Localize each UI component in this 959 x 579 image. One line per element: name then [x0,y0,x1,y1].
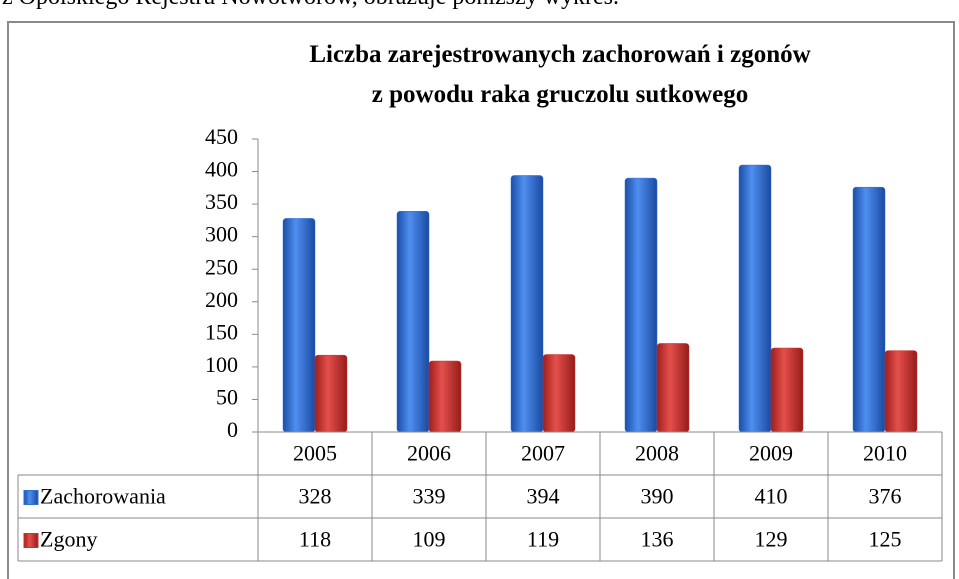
table-cell: 394 [527,484,560,509]
legend-key [23,490,39,505]
y-tick-label: 350 [205,189,238,214]
y-tick-label: 450 [205,124,238,149]
legend-label: Zachorowania [40,484,166,509]
chart-title: Liczba zarejestrowanych zachorowań i zgo… [309,41,810,68]
bar [428,360,462,433]
y-tick-label: 100 [205,352,238,377]
bar [396,211,430,433]
y-tick-label: 300 [205,222,238,247]
table-cell: 410 [755,484,788,509]
bar [314,354,348,433]
bar [542,354,576,433]
bar [770,347,804,433]
bar [738,164,772,433]
table-cell: 390 [641,484,674,509]
chart-frame [7,21,955,579]
y-tick-label: 250 [205,254,238,279]
bar [282,218,316,433]
y-tick-label: 150 [205,319,238,344]
legend-label: Zgony [40,527,97,552]
table-cell: 339 [413,484,446,509]
chart-title: z powodu raka gruczolu sutkowego [372,81,748,108]
y-tick-label: 400 [205,157,238,182]
x-tick-label: 2005 [293,441,337,466]
bar [656,343,690,433]
table-cell: 136 [641,527,674,552]
y-tick-label: 200 [205,287,238,312]
table-cell: 129 [755,527,788,552]
table-cell: 119 [527,527,559,552]
bar [624,177,658,433]
bar [510,175,544,433]
x-tick-label: 2008 [635,441,679,466]
bar [852,186,886,433]
y-tick-label: 50 [216,384,238,409]
table-cell: 328 [299,484,332,509]
y-tick-label: 0 [227,417,238,442]
x-tick-label: 2007 [521,441,565,466]
legend-key [23,533,39,548]
bar [884,350,918,433]
table-cell: 125 [869,527,902,552]
table-cell: 118 [299,527,331,552]
table-cell: 109 [413,527,446,552]
x-tick-label: 2009 [749,441,793,466]
page-text: z Opolskiego Rejestru Nowotworów, obrazu… [2,0,619,10]
x-tick-label: 2006 [407,441,451,466]
table-cell: 376 [869,484,902,509]
x-tick-label: 2010 [863,441,907,466]
